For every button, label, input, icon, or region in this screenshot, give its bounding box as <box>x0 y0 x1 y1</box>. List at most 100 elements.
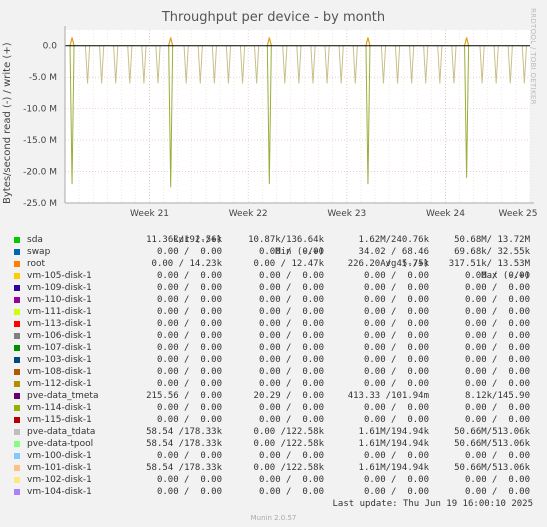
legend-row: vm-104-disk-1 0.00 / 0.00 0.00 / 0.00 0.00 … <box>12 486 542 498</box>
legend-min: 20.29 / 0.00 <box>253 391 324 401</box>
legend-avg: 0.00 / 0.00 <box>363 379 429 389</box>
legend-row: vm-106-disk-1 0.00 / 0.00 0.00 / 0.00 0.00 … <box>12 330 542 342</box>
legend-row: vm-108-disk-1 0.00 / 0.00 0.00 / 0.00 0.00 … <box>12 366 542 378</box>
legend-series-name: vm-113-disk-1 <box>27 319 92 329</box>
legend-max: 0.00 / 0.00 <box>464 271 530 281</box>
legend-avg: 0.00 / 0.00 <box>363 331 429 341</box>
series-write-spike <box>266 37 272 46</box>
y-tick-label: -15.0 M <box>23 136 57 146</box>
legend-min: 0.00 / 0.00 <box>258 475 324 485</box>
legend-max: 0.00 / 0.00 <box>464 355 530 365</box>
legend-avg: 0.00 / 0.00 <box>363 343 429 353</box>
legend-min: 0.00 /122.58k <box>253 463 324 473</box>
legend-rows: sda 11.36k/192.56k 10.87k/136.64k 1.62M/240… <box>12 234 542 498</box>
legend-swatch <box>14 261 20 267</box>
legend-row: vm-102-disk-1 0.00 / 0.00 0.00 / 0.00 0.00 … <box>12 474 542 486</box>
series-read-daily <box>127 45 133 84</box>
legend-row: pve-data-tpool 58.54 /178.33k 0.00 /122.58… <box>12 438 542 450</box>
legend-avg: 0.00 / 0.00 <box>363 355 429 365</box>
legend-max: 50.66M/513.06k <box>454 439 530 449</box>
legend-row: vm-100-disk-1 0.00 / 0.00 0.00 / 0.00 0.00 … <box>12 450 542 462</box>
legend-row: vm-112-disk-1 0.00 / 0.00 0.00 / 0.00 0.00 … <box>12 378 542 390</box>
legend-max: 69.68k/ 32.55k <box>454 247 530 257</box>
legend-avg: 0.00 / 0.00 <box>363 319 429 329</box>
legend-min: 0.00 /122.58k <box>253 439 324 449</box>
legend-min: 0.00 / 0.00 <box>258 271 324 281</box>
legend-max: 0.00 / 0.00 <box>464 451 530 461</box>
legend-min: 0.00 / 0.00 <box>258 415 324 425</box>
legend-min: 0.00 / 0.00 <box>258 487 324 497</box>
legend-min: 0.00 / 0.00 <box>258 403 324 413</box>
series-read-daily <box>394 45 401 84</box>
y-tick-label: 0.0 <box>43 42 58 52</box>
series-read-daily <box>310 45 316 84</box>
legend-cur: 0.00 / 0.00 <box>156 319 222 329</box>
legend-cur: 0.00 / 0.00 <box>156 451 222 461</box>
series-read-daily <box>99 45 105 84</box>
legend-max: 0.00 / 0.00 <box>464 343 530 353</box>
legend-swatch <box>14 237 20 243</box>
legend-min: 0.00 /122.58k <box>253 427 324 437</box>
x-tick-label: Week 21 <box>130 209 169 219</box>
legend-series-name: vm-105-disk-1 <box>27 271 92 281</box>
legend-avg: 0.00 / 0.00 <box>363 307 429 317</box>
legend-series-name: vm-101-disk-1 <box>27 463 92 473</box>
legend-swatch <box>14 357 20 363</box>
legend-max: 0.00 / 0.00 <box>464 319 530 329</box>
legend-avg: 1.61M/194.94k <box>358 439 429 449</box>
series-read-daily <box>296 45 302 84</box>
series-read-daily <box>225 45 232 84</box>
legend-series-name: vm-115-disk-1 <box>27 415 92 425</box>
legend-min: 0.00 / 0.00 <box>258 379 324 389</box>
legend-swatch <box>14 333 20 339</box>
series-read-daily <box>282 45 288 84</box>
y-tick-label: -20.0 M <box>23 168 57 178</box>
legend-min: 0.00 / 0.00 <box>258 247 324 257</box>
chart-plot: 0.0 -5.0 M -10.0 M -15.0 M -20.0 M -25.0 M Wee… <box>23 26 537 219</box>
legend-cur: 0.00 / 0.00 <box>156 271 222 281</box>
legend-row: pve-data_tmeta 215.56 / 0.00 20.29 / 0.00 4… <box>12 390 542 402</box>
legend-avg: 0.00 / 0.00 <box>363 403 429 413</box>
series-read-daily <box>409 45 415 84</box>
series-read-daily <box>380 45 387 84</box>
legend-swatch <box>14 489 20 495</box>
legend-swatch <box>14 381 20 387</box>
legend-row: vm-110-disk-1 0.00 / 0.00 0.00 / 0.00 0.00 … <box>12 294 542 306</box>
legend-swatch <box>14 405 20 411</box>
x-tick-label: Week 22 <box>229 209 268 219</box>
legend-cur: 11.36k/192.56k <box>146 235 222 245</box>
legend-series-name: pve-data_tdata <box>27 427 96 437</box>
legend-cur: 0.00 / 0.00 <box>156 355 222 365</box>
series-read-daily <box>141 45 147 84</box>
series-read-daily <box>324 45 330 84</box>
y-tick-label: -5.0 M <box>29 73 57 83</box>
legend-min: 0.00 / 0.00 <box>258 367 324 377</box>
legend-row: root 0.00 / 14.23k 0.00 / 12.47k 226.20 / 4… <box>12 258 542 270</box>
legend-row: vm-103-disk-1 0.00 / 0.00 0.00 / 0.00 0.00 … <box>12 354 542 366</box>
legend-series-name: vm-106-disk-1 <box>27 331 92 341</box>
legend-cur: 0.00 / 0.00 <box>156 367 222 377</box>
legend-min: 10.87k/136.64k <box>248 235 324 245</box>
legend-max: 0.00 / 0.00 <box>464 295 530 305</box>
legend-max: 0.00 / 0.00 <box>464 487 530 497</box>
series-write-spike <box>365 37 371 46</box>
legend-header-cur: Cur (-/+) <box>173 235 222 245</box>
legend-min: 0.00 / 0.00 <box>258 295 324 305</box>
legend-max: 0.00 / 0.00 <box>464 331 530 341</box>
series-read-daily <box>254 45 260 84</box>
series-read-daily <box>211 45 217 84</box>
legend-avg: 1.61M/194.94k <box>358 427 429 437</box>
legend-header-row: Cur (-/+) Min (-/+) Avg (-/+) Max (-/+) <box>12 222 542 281</box>
legend-max: 0.00 / 0.00 <box>464 307 530 317</box>
legend-cur: 58.54 /178.33k <box>146 463 222 473</box>
series-read-daily <box>507 45 513 84</box>
series-read-daily <box>239 45 246 84</box>
legend-cur: 215.56 / 0.00 <box>146 391 222 401</box>
series-read-daily <box>521 45 527 84</box>
legend-max: 0.00 / 0.00 <box>464 403 530 413</box>
legend-avg: 0.00 / 0.00 <box>363 271 429 281</box>
series-read-spike <box>69 45 75 185</box>
legend-row: swap 0.00 / 0.00 0.00 / 0.00 34.02 / 68.46 6… <box>12 246 542 258</box>
legend-row: vm-101-disk-1 58.54 /178.33k 0.00 /122.58k… <box>12 462 542 474</box>
legend-min: 0.00 / 0.00 <box>258 343 324 353</box>
